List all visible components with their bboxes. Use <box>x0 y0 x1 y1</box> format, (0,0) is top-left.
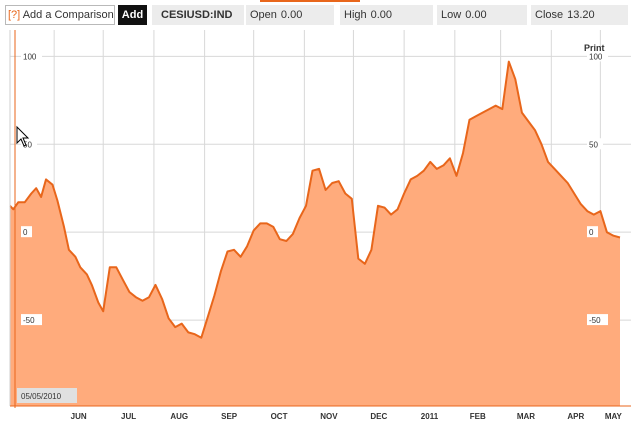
y-tick-label-right-1: 50 <box>589 140 598 149</box>
high-value: 0.00 <box>370 9 393 21</box>
y-tick-bg-left-1 <box>21 138 37 150</box>
high-label: High <box>344 9 367 21</box>
y-tick-bg-right-1 <box>587 138 603 150</box>
x-axis: JUN JUL AUG SEP OCT NOV DEC 2011 FEB MAR APR MAY <box>71 412 623 421</box>
date-readout: 05/05/2010 <box>21 392 62 401</box>
x-tick-label-11: MAY <box>605 412 623 421</box>
y-tick-bg-right-0 <box>587 50 608 62</box>
open-value: 0.00 <box>280 9 303 21</box>
x-tick-label-3: SEP <box>221 412 238 421</box>
open-label: Open <box>250 9 277 21</box>
print-link[interactable]: Print <box>584 43 605 53</box>
x-tick-label-9: MAR <box>517 412 535 421</box>
low-value: 0.00 <box>465 9 487 21</box>
y-axis-right: 100 50 0 -50 <box>587 50 608 326</box>
low-stat: Low 0.00 <box>437 5 527 25</box>
y-tick-bg-right-2 <box>587 226 598 238</box>
toolbar-accent-line <box>260 0 360 2</box>
x-tick-label-0: JUN <box>71 412 87 421</box>
close-label: Close <box>535 9 564 21</box>
add-button[interactable]: Add <box>118 5 147 25</box>
x-tick-label-7: 2011 <box>421 412 439 421</box>
toolbar: [?] Add a Comparison Add CESIUSD:IND Ope… <box>0 0 631 30</box>
y-tick-bg-left-0 <box>21 50 42 62</box>
close-value: 13.20 <box>567 9 595 21</box>
date-readout-box <box>17 388 77 403</box>
y-tick-label-right-2: 0 <box>589 228 594 237</box>
high-stat: High 0.00 <box>340 5 433 25</box>
series-area <box>10 61 620 406</box>
mouse-pointer-icon <box>16 125 30 147</box>
open-stat: Open 0.00 <box>246 5 334 25</box>
y-tick-label-right-3: -50 <box>589 316 601 325</box>
add-comparison-input[interactable]: [?] Add a Comparison <box>5 5 115 25</box>
y-tick-bg-left-3 <box>21 314 42 326</box>
y-tick-label-left-2: 0 <box>23 228 28 237</box>
low-label: Low <box>441 9 462 21</box>
x-tick-label-10: APR <box>567 412 584 421</box>
close-stat: Close 13.20 <box>531 5 628 25</box>
x-tick-label-2: AUG <box>170 412 188 421</box>
x-tick-label-1: JUL <box>121 412 136 421</box>
x-tick-label-8: FEB <box>470 412 486 421</box>
price-chart[interactable]: 100 50 0 -50 100 50 0 -50 JUN JUL AUG SEP OCT NOV DE… <box>0 30 631 424</box>
x-tick-label-4: OCT <box>271 412 288 421</box>
y-tick-label-left-3: -50 <box>23 316 35 325</box>
x-tick-label-6: DEC <box>370 412 387 421</box>
y-tick-label-left-1: 50 <box>23 140 32 149</box>
x-tick-label-5: NOV <box>320 412 338 421</box>
y-axis-left: 100 50 0 -50 <box>21 50 42 326</box>
y-tick-bg-right-3 <box>587 314 608 326</box>
y-tick-label-left-0: 100 <box>23 52 37 61</box>
add-comparison-label: Add a Comparison <box>22 9 114 21</box>
ticker-symbol: CESIUSD:IND <box>152 5 244 25</box>
help-icon[interactable]: [?] <box>8 9 21 21</box>
y-tick-bg-left-2 <box>21 226 32 238</box>
series-line <box>9 60 621 339</box>
y-tick-label-right-0: 100 <box>589 52 603 61</box>
